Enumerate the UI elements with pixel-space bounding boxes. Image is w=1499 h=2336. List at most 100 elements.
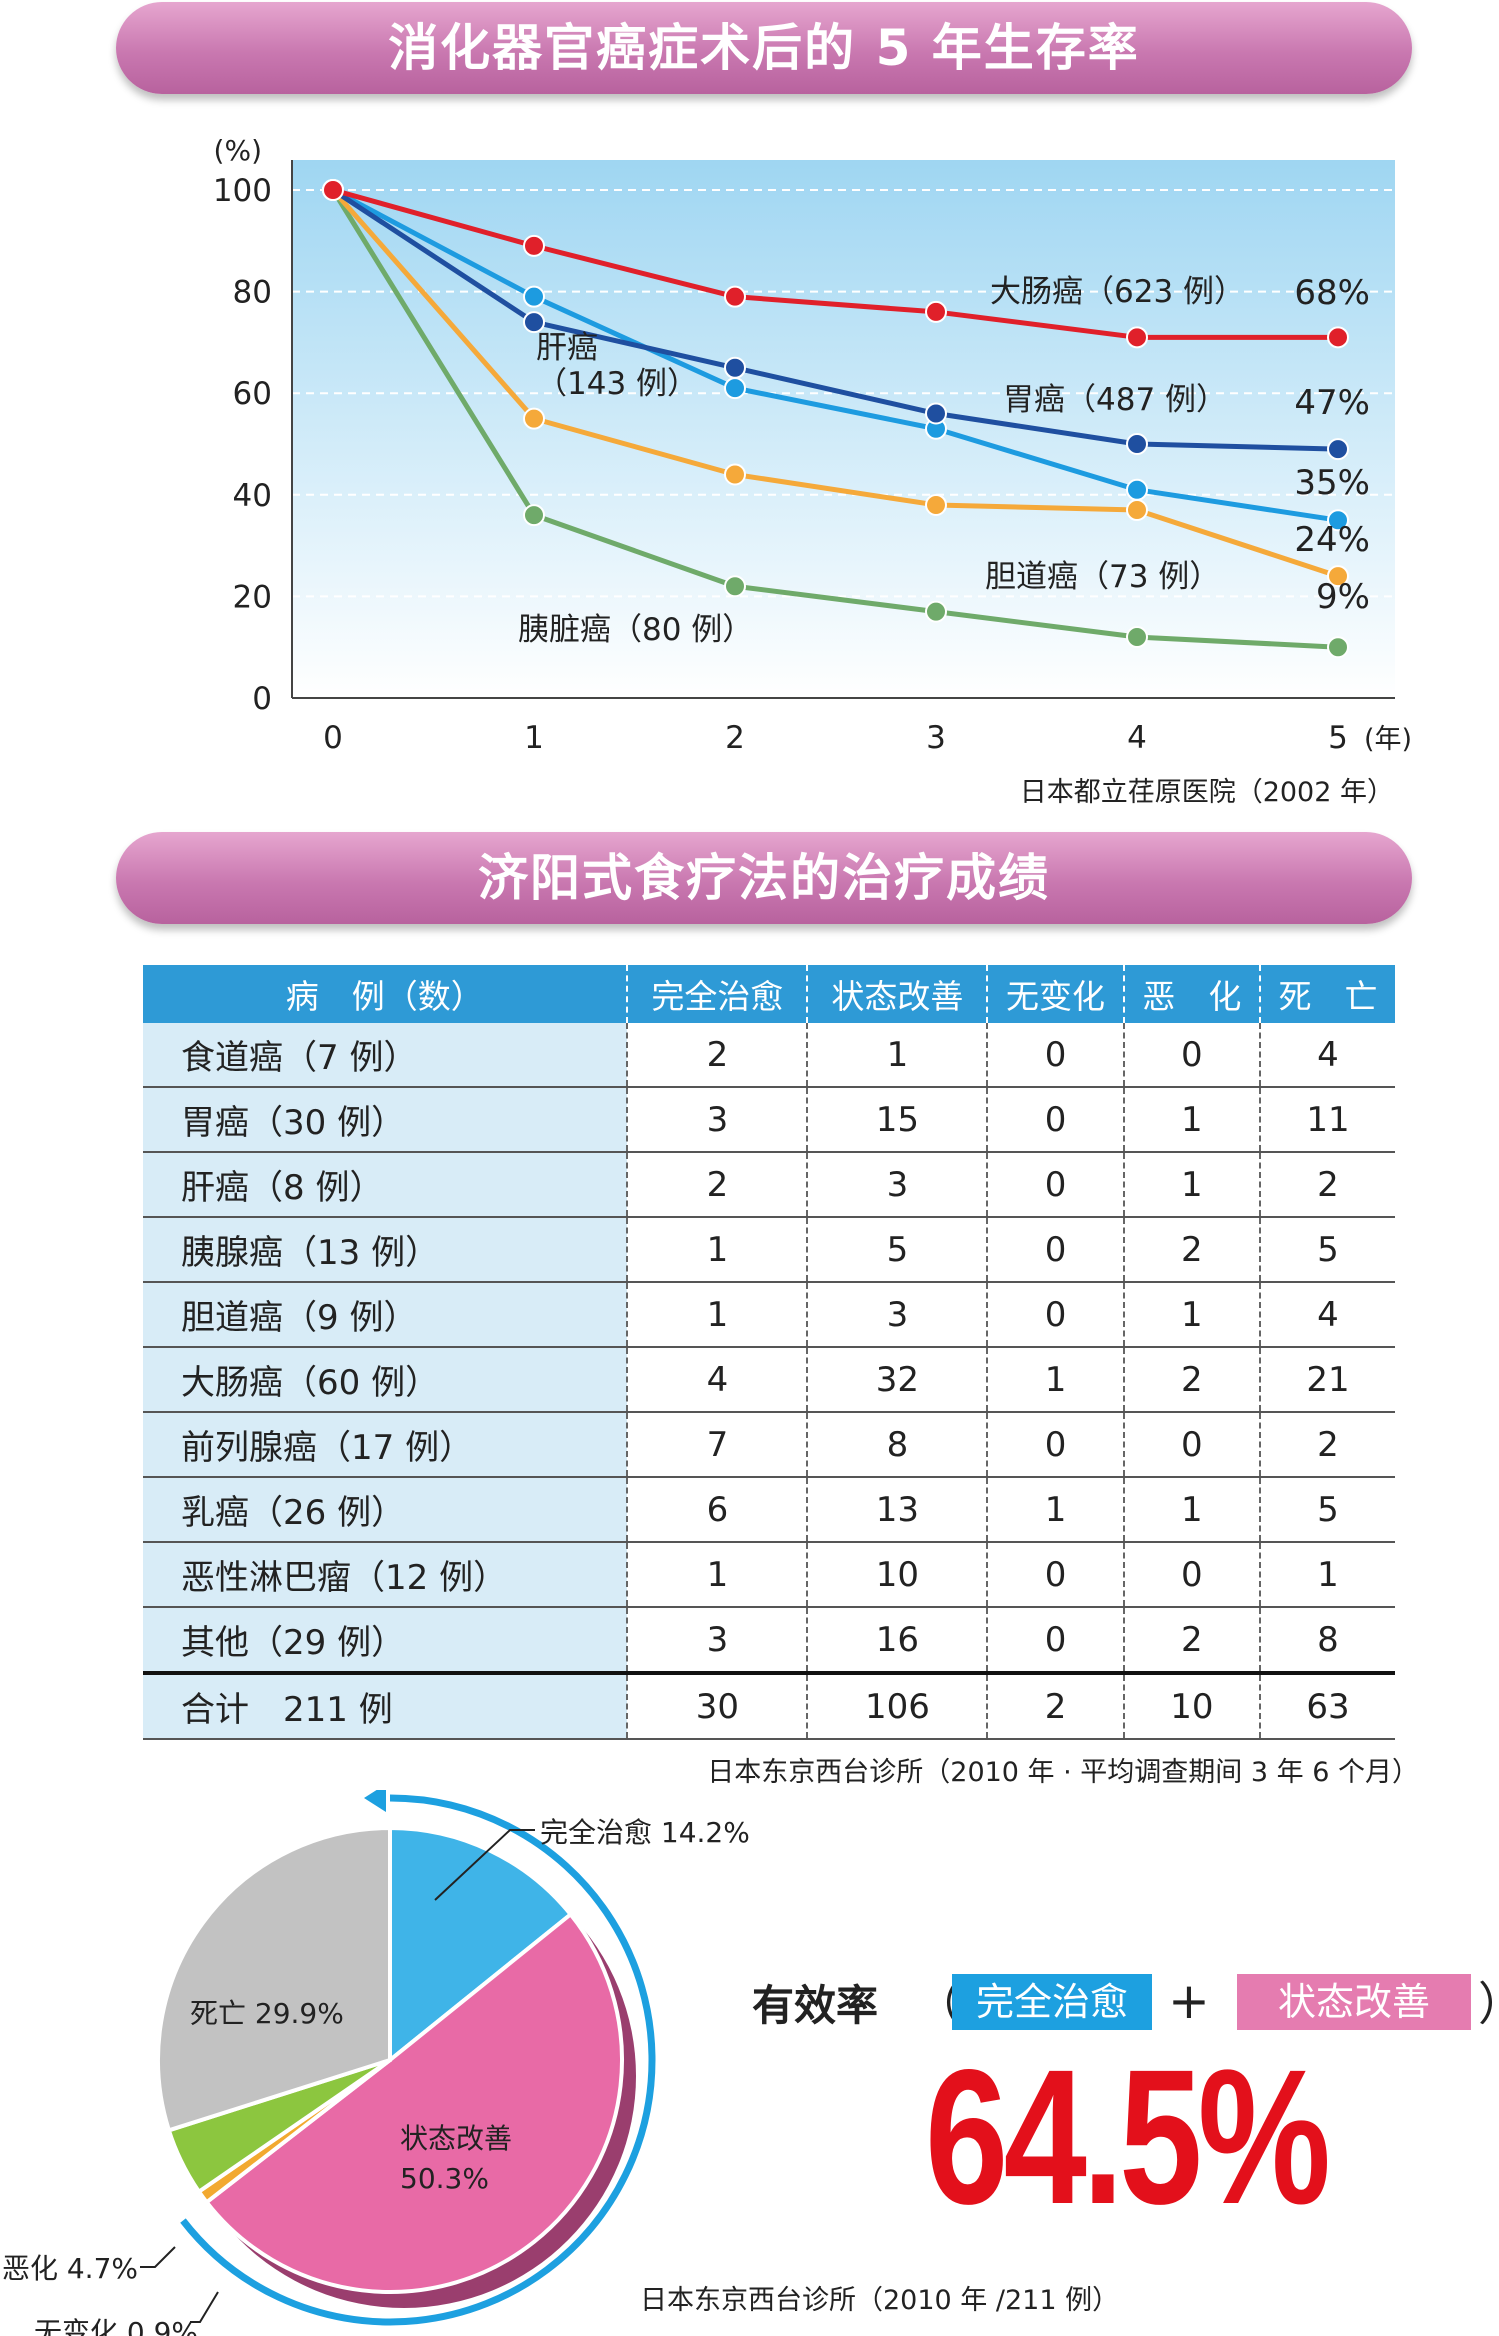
table-row: 其他（29 例） 3 16 0 2 8 xyxy=(143,1607,1395,1674)
x-tick-label: 5 xyxy=(1328,720,1348,756)
table-cell: 1 xyxy=(806,1023,988,1088)
data-point xyxy=(1126,433,1148,455)
data-point xyxy=(724,575,746,598)
effect-rate-value: 64.5% xyxy=(925,2029,1331,2244)
table-cell: 13 xyxy=(806,1477,988,1543)
improve-tag: 状态改善 xyxy=(1237,1974,1471,2030)
data-point xyxy=(1126,626,1148,649)
table-cell: 2 xyxy=(1258,1152,1395,1218)
header-cure: 完全治愈 xyxy=(626,965,808,1023)
pie-slice xyxy=(388,1825,574,2065)
table-cell: 5 xyxy=(1258,1217,1395,1283)
table-cell: 1 xyxy=(626,1282,808,1348)
series-label: 胃癌（487 例） xyxy=(1003,382,1227,418)
leader-line xyxy=(434,1829,535,1901)
x-tick-label: 0 xyxy=(323,720,343,756)
x-tick-label: 4 xyxy=(1127,720,1147,756)
series-label: 胆道癌（73 例） xyxy=(985,559,1220,595)
end-value-label: 47% xyxy=(1294,383,1370,423)
close-paren: ） xyxy=(1478,1968,1499,2034)
series-label: 大肠癌（623 例） xyxy=(990,274,1245,310)
data-point xyxy=(523,504,545,527)
table-row: 胆道癌（9 例） 1 3 0 1 4 xyxy=(143,1282,1395,1348)
table-cell: 7 xyxy=(626,1412,808,1478)
series-label: 肝癌（143 例） xyxy=(536,330,698,402)
table-cell: 3 xyxy=(626,1087,808,1153)
survival-title-banner: 消化器官癌症术后的 5 年生存率 xyxy=(116,2,1412,94)
row-label: 其他（29 例） xyxy=(143,1607,628,1674)
data-point xyxy=(724,356,746,379)
header-worse: 恶 化 xyxy=(1122,965,1260,1023)
y-tick-label: 80 xyxy=(233,275,272,311)
table-cell: 0 xyxy=(986,1282,1124,1348)
cure-tag: 完全治愈 xyxy=(952,1974,1152,2030)
row-label: 前列腺癌（17 例） xyxy=(143,1412,628,1478)
table-cell: 1 xyxy=(1122,1477,1260,1543)
table-cell: 106 xyxy=(806,1671,988,1740)
table-cell: 2 xyxy=(626,1023,808,1088)
table-cell: 6 xyxy=(626,1477,808,1543)
table-cell: 3 xyxy=(806,1282,988,1348)
data-point xyxy=(523,407,545,430)
table-cell: 2 xyxy=(986,1671,1124,1740)
table-cell: 0 xyxy=(986,1023,1124,1088)
data-point xyxy=(925,402,947,425)
header-improve: 状态改善 xyxy=(806,965,988,1023)
y-tick-label: 60 xyxy=(233,376,272,412)
table-header-row: 病 例（数） 完全治愈 状态改善 无变化 恶 化 死 亡 xyxy=(143,965,1395,1023)
series-line xyxy=(331,188,1339,579)
table-cell: 32 xyxy=(806,1347,988,1413)
pie-label: 死亡 29.9% xyxy=(190,1997,344,2030)
table-cell: 1 xyxy=(1122,1087,1260,1153)
table-cell: 2 xyxy=(626,1152,808,1218)
data-point xyxy=(1327,326,1349,349)
series-line xyxy=(332,187,1338,340)
table-row: 胰腺癌（13 例） 1 5 0 2 5 xyxy=(143,1217,1395,1283)
x-tick-label: 1 xyxy=(524,720,544,756)
survival-source: 日本都立荏原医院（2002 年） xyxy=(1019,777,1394,808)
row-label: 胃癌（30 例） xyxy=(143,1087,628,1153)
end-value-label: 24% xyxy=(1294,520,1370,560)
table-cell: 4 xyxy=(1258,1282,1395,1348)
table-cell: 3 xyxy=(806,1152,988,1218)
table-cell: 4 xyxy=(1258,1023,1395,1088)
table-cell: 0 xyxy=(986,1607,1124,1674)
row-label: 肝癌（8 例） xyxy=(143,1152,628,1218)
table-cell: 11 xyxy=(1258,1087,1395,1153)
table-cell: 0 xyxy=(1122,1412,1260,1478)
pie-label: 恶化 4.7% xyxy=(2,2252,138,2285)
end-value-label: 35% xyxy=(1294,463,1370,503)
effect-label: 有效率 xyxy=(752,1981,879,2030)
table-row: 肝癌（8 例） 2 3 0 1 2 xyxy=(143,1152,1395,1218)
table-cell: 0 xyxy=(986,1217,1124,1283)
survival-line-chart: 0 20 40 60 80 100 (%) 0 1 2 3 4 5 (年) 大肠癌（623 例） 68% 胃癌（… xyxy=(213,134,1412,756)
y-tick-label: 100 xyxy=(213,173,272,209)
table-cell: 1 xyxy=(626,1542,808,1608)
y-axis-label: (%) xyxy=(214,134,262,167)
table-cell: 0 xyxy=(986,1542,1124,1608)
effect-arc xyxy=(180,1794,656,2326)
end-value-label: 68% xyxy=(1294,273,1370,313)
data-point xyxy=(724,377,746,400)
table-cell: 1 xyxy=(986,1347,1124,1413)
data-point xyxy=(322,179,344,201)
data-point xyxy=(1126,499,1148,522)
data-point xyxy=(724,463,746,486)
table-cell: 21 xyxy=(1258,1347,1395,1413)
results-table: 病 例（数） 完全治愈 状态改善 无变化 恶 化 死 亡 食道癌（7 例） 2 1 0… xyxy=(143,965,1395,1740)
table-cell: 1 xyxy=(986,1477,1124,1543)
leader-line xyxy=(140,2246,176,2268)
header-nochange: 无变化 xyxy=(986,965,1124,1023)
pie-label: 无变化 0.9% xyxy=(34,2316,198,2336)
data-point xyxy=(1126,478,1148,501)
table-cell: 10 xyxy=(806,1542,988,1608)
table-cell: 16 xyxy=(806,1607,988,1674)
table-row: 食道癌（7 例） 2 1 0 0 4 xyxy=(143,1023,1395,1088)
series-label: 胰脏癌（80 例） xyxy=(518,612,753,648)
table-cell: 5 xyxy=(806,1217,988,1283)
leader-line xyxy=(190,2291,219,2323)
data-point xyxy=(523,234,545,257)
table-cell: 0 xyxy=(1122,1542,1260,1608)
row-label: 食道癌（7 例） xyxy=(143,1023,628,1088)
data-point xyxy=(523,285,545,308)
